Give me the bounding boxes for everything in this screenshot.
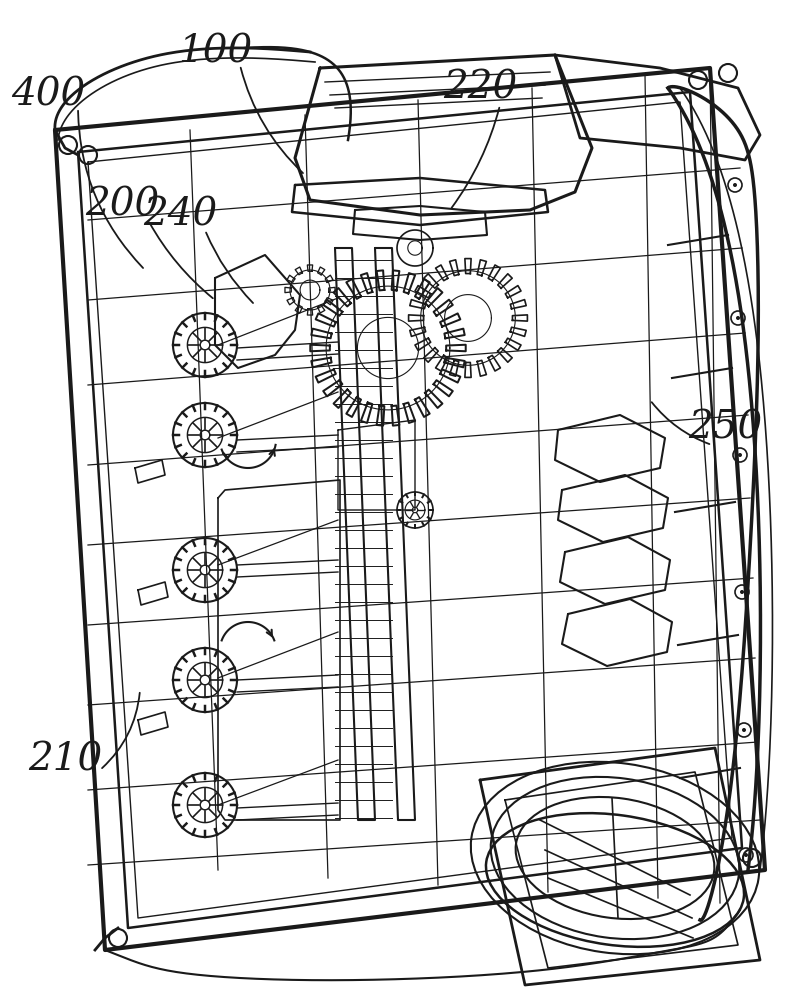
Text: 220: 220 <box>443 70 517 106</box>
Text: 400: 400 <box>11 77 85 113</box>
Text: 250: 250 <box>688 410 762 446</box>
Circle shape <box>744 853 748 857</box>
Text: 240: 240 <box>142 196 217 233</box>
Circle shape <box>742 728 746 732</box>
Circle shape <box>736 316 740 320</box>
Circle shape <box>733 183 737 187</box>
Text: 210: 210 <box>28 742 102 778</box>
Circle shape <box>740 590 744 594</box>
Text: 100: 100 <box>178 33 252 70</box>
Text: 200: 200 <box>85 186 159 224</box>
Circle shape <box>738 453 742 457</box>
